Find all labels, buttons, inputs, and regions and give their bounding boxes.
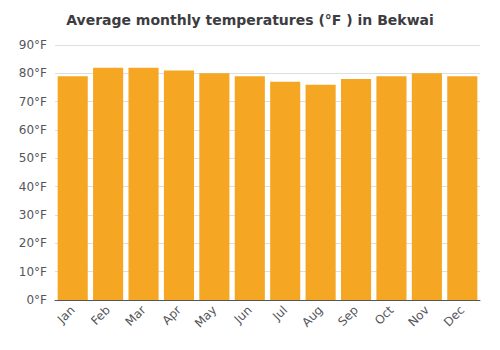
svg-text:50°F: 50°F <box>19 151 47 165</box>
svg-text:40°F: 40°F <box>19 180 47 194</box>
svg-text:Aug: Aug <box>299 303 325 329</box>
svg-text:70°F: 70°F <box>19 95 47 109</box>
svg-text:90°F: 90°F <box>19 38 47 52</box>
svg-text:Jan: Jan <box>54 303 78 327</box>
svg-text:May: May <box>192 303 219 330</box>
svg-text:Sep: Sep <box>335 303 361 329</box>
svg-text:Dec: Dec <box>441 303 467 329</box>
svg-text:80°F: 80°F <box>19 66 47 80</box>
svg-text:Feb: Feb <box>88 303 113 328</box>
svg-text:0°F: 0°F <box>26 293 47 307</box>
svg-text:Jul: Jul <box>269 303 290 324</box>
svg-text:60°F: 60°F <box>19 123 47 137</box>
svg-text:10°F: 10°F <box>19 265 47 279</box>
svg-text:30°F: 30°F <box>19 208 47 222</box>
svg-text:Average monthly temperatures (: Average monthly temperatures (°F ) in Be… <box>66 12 434 28</box>
svg-text:Jun: Jun <box>231 303 255 327</box>
svg-text:Apr: Apr <box>159 303 184 328</box>
svg-text:Nov: Nov <box>405 303 431 329</box>
svg-text:Oct: Oct <box>372 303 397 328</box>
svg-text:Mar: Mar <box>123 303 149 329</box>
svg-text:20°F: 20°F <box>19 236 47 250</box>
